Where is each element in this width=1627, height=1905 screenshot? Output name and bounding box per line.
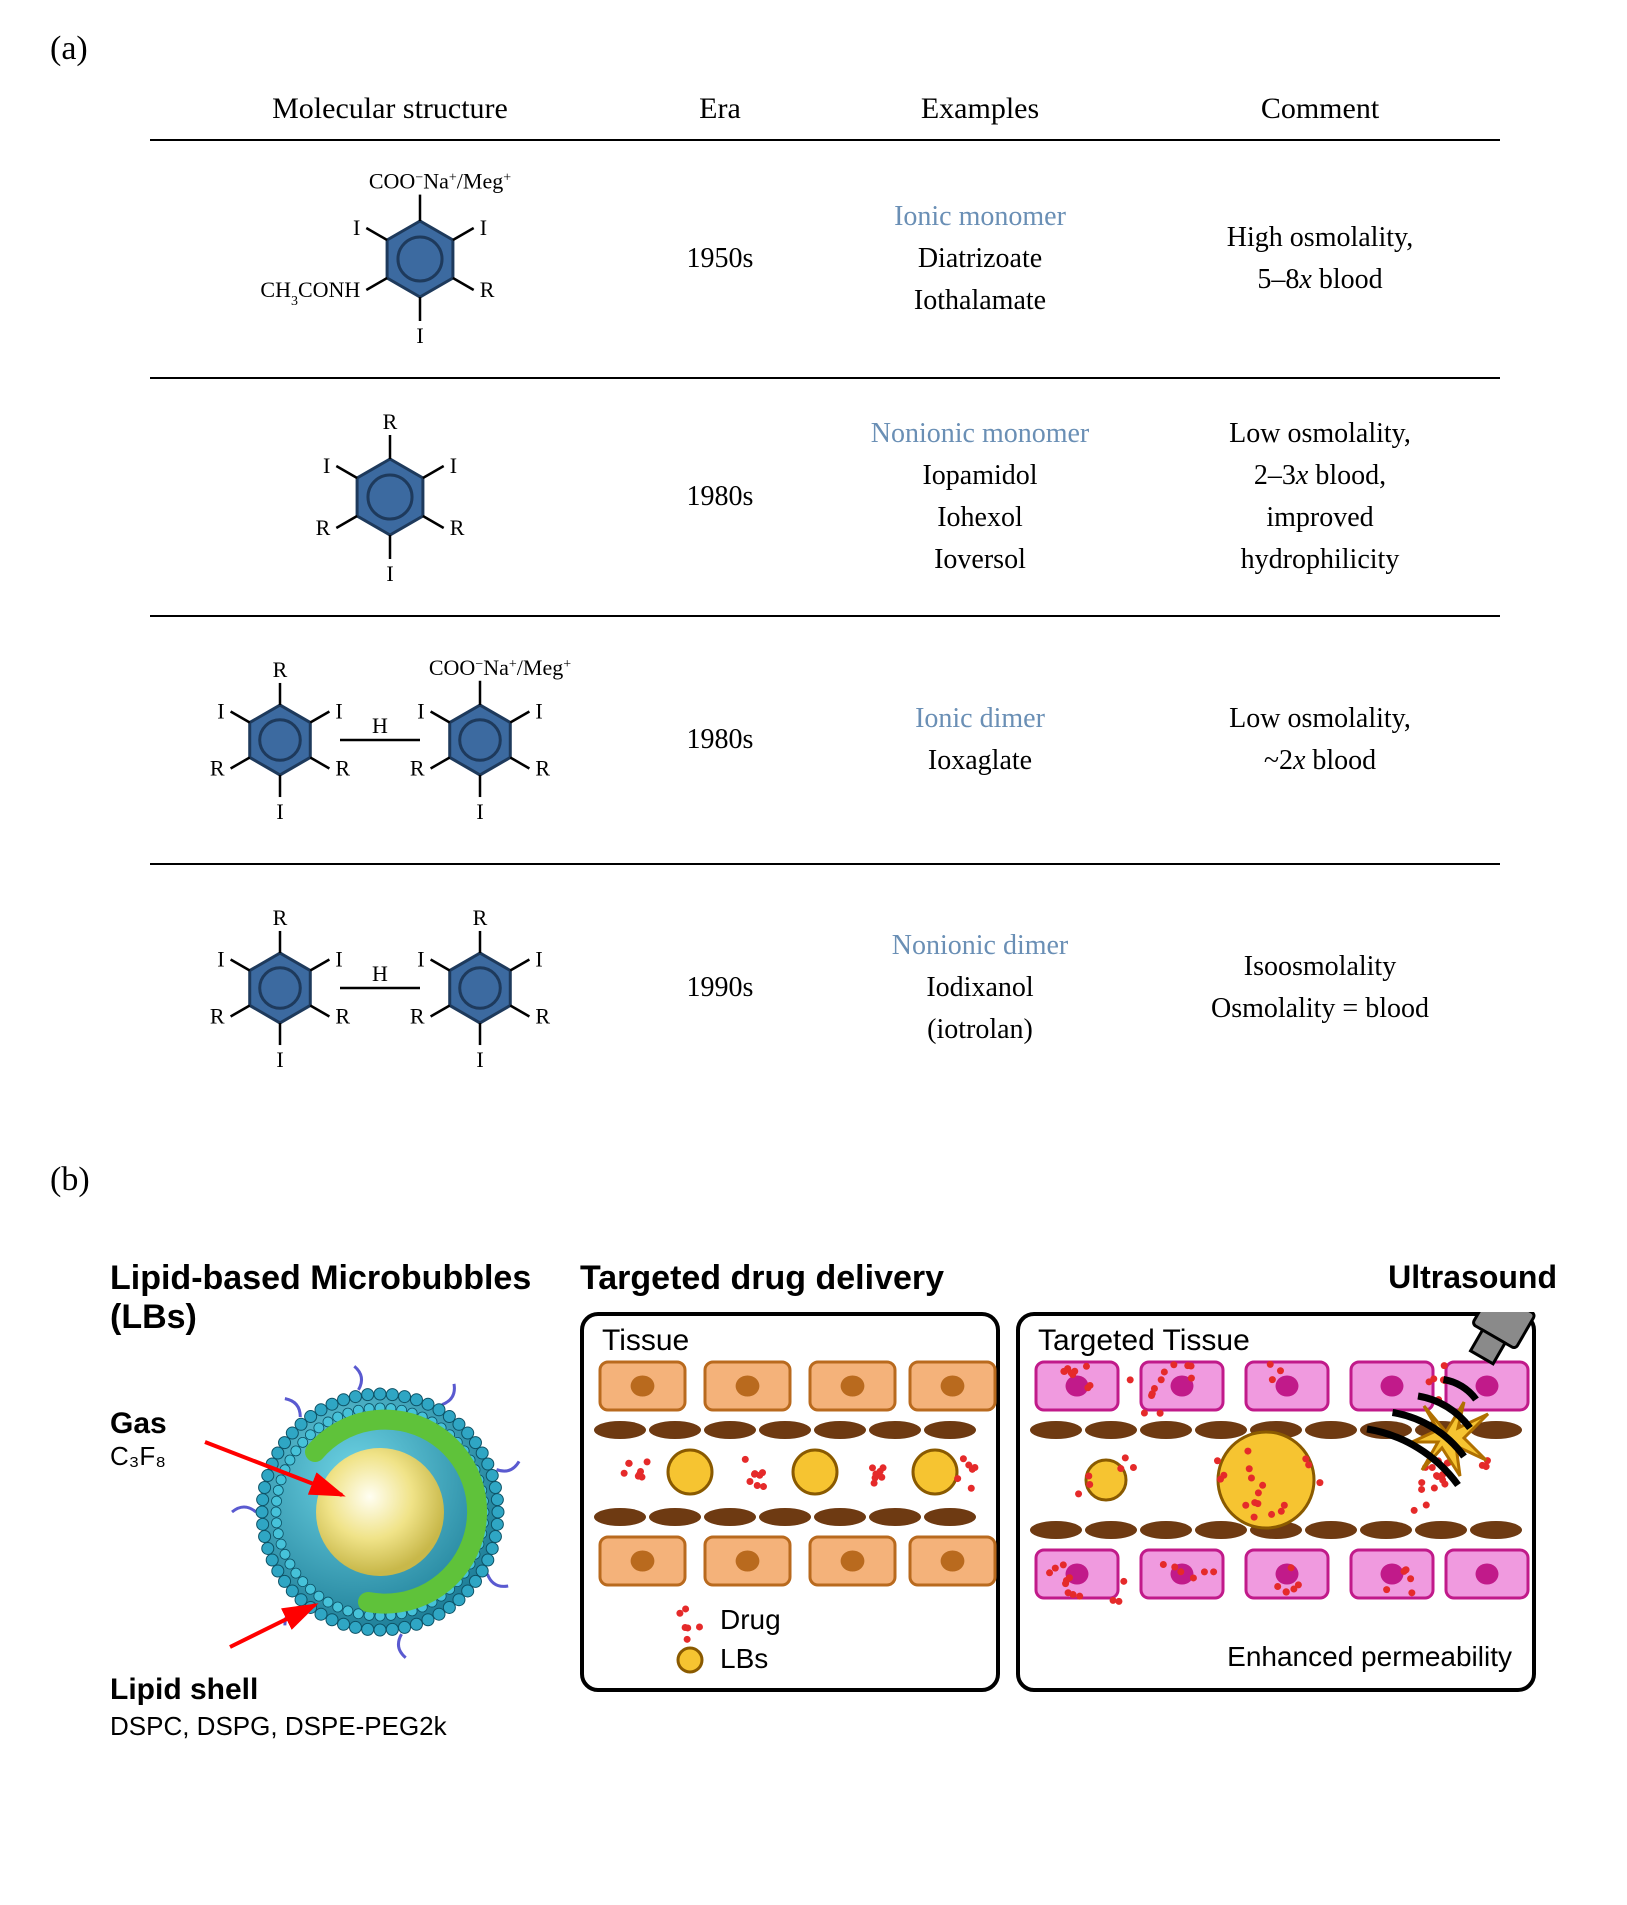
svg-text:I: I bbox=[323, 453, 330, 478]
svg-text:I: I bbox=[476, 799, 483, 824]
example-name: Ioxaglate bbox=[810, 740, 1150, 782]
comment-line: improved bbox=[1150, 497, 1490, 539]
era-cell: 1980s bbox=[630, 481, 810, 513]
table-row: R I R I R I 1980s Nonionic monomerIopami… bbox=[150, 379, 1500, 617]
comment-line: Low osmolality, bbox=[1150, 413, 1490, 455]
svg-text:R: R bbox=[335, 1004, 350, 1029]
svg-text:I: I bbox=[276, 1047, 283, 1072]
svg-text:I: I bbox=[476, 1047, 483, 1072]
category-label: Nonionic dimer bbox=[810, 925, 1150, 967]
svg-text:LBs: LBs bbox=[720, 1643, 768, 1674]
category-label: Ionic dimer bbox=[810, 698, 1150, 740]
example-name: Iodixanol bbox=[810, 967, 1150, 1009]
svg-text:I: I bbox=[417, 698, 424, 723]
svg-text:R: R bbox=[535, 756, 550, 781]
svg-text:R: R bbox=[210, 1004, 225, 1029]
microbubble-diagram bbox=[110, 1347, 540, 1687]
th-era: Era bbox=[630, 92, 810, 126]
svg-text:R: R bbox=[535, 1004, 550, 1029]
lbs-title: Lipid-based Microbubbles (LBs) bbox=[110, 1259, 540, 1337]
contrast-agent-table: Molecular structure Era Examples Comment… bbox=[150, 78, 1500, 1111]
era-cell: 1950s bbox=[630, 243, 810, 275]
lbs-block: Lipid-based Microbubbles (LBs) Gas C₃F₈ … bbox=[110, 1259, 540, 1742]
comment-line: High osmolality, bbox=[1150, 217, 1490, 259]
svg-text:R: R bbox=[273, 905, 288, 930]
svg-text:R: R bbox=[410, 1004, 425, 1029]
category-label: Nonionic monomer bbox=[810, 413, 1150, 455]
era-cell: 1980s bbox=[630, 724, 810, 756]
panel-a-label: (a) bbox=[50, 30, 1577, 68]
comment-line: hydrophilicity bbox=[1150, 539, 1490, 581]
shell-components: DSPC, DSPG, DSPE-PEG2k bbox=[110, 1711, 540, 1742]
svg-text:I: I bbox=[416, 323, 423, 348]
svg-text:R: R bbox=[316, 515, 331, 540]
comment-line: Osmolality = blood bbox=[1150, 988, 1490, 1030]
svg-text:Enhanced permeability: Enhanced permeability bbox=[1227, 1641, 1512, 1672]
shell-arrow bbox=[230, 1605, 315, 1647]
svg-text:I: I bbox=[335, 946, 342, 971]
table-row: R I R I R I COO−Na+/Meg+ I R I R I bbox=[150, 617, 1500, 865]
example-name: Diatrizoate bbox=[810, 238, 1150, 280]
svg-text:I: I bbox=[535, 946, 542, 971]
svg-text:R: R bbox=[450, 515, 465, 540]
comment-line: Low osmolality, bbox=[1150, 698, 1490, 740]
svg-text:I: I bbox=[217, 698, 224, 723]
svg-text:I: I bbox=[353, 215, 360, 240]
svg-text:I: I bbox=[386, 561, 393, 586]
example-name: Ioversol bbox=[810, 539, 1150, 581]
svg-text:H: H bbox=[372, 713, 388, 738]
svg-text:H: H bbox=[372, 961, 388, 986]
structure-dimer: R I R I R I R I R I R I H bbox=[155, 883, 625, 1093]
svg-text:COO−Na+/Meg+: COO−Na+/Meg+ bbox=[369, 169, 511, 194]
svg-text:Targeted Tissue: Targeted Tissue bbox=[1038, 1324, 1250, 1357]
panel-b-container: Lipid-based Microbubbles (LBs) Gas C₃F₈ … bbox=[110, 1259, 1577, 1742]
table-header: Molecular structure Era Examples Comment bbox=[150, 78, 1500, 141]
th-comment: Comment bbox=[1150, 86, 1490, 131]
structure-dimer: R I R I R I COO−Na+/Meg+ I R I R I bbox=[155, 635, 625, 845]
svg-text:R: R bbox=[473, 905, 488, 930]
svg-text:I: I bbox=[335, 698, 342, 723]
svg-text:Tissue: Tissue bbox=[602, 1324, 689, 1357]
th-examples: Examples bbox=[810, 86, 1150, 131]
tissue-panel: Tissue Drug LBs bbox=[580, 1312, 1000, 1692]
svg-text:CH3CONH: CH3CONH bbox=[260, 277, 360, 309]
comment-line: Isoosmolality bbox=[1150, 946, 1490, 988]
svg-text:I: I bbox=[480, 215, 487, 240]
example-name: Iothalamate bbox=[810, 280, 1150, 322]
svg-text:R: R bbox=[383, 409, 398, 434]
example-name: Iohexol bbox=[810, 497, 1150, 539]
table-row: R I R I R I R I R I R I H bbox=[150, 865, 1500, 1111]
ultrasound-label: Ultrasound bbox=[1388, 1259, 1557, 1296]
example-name: (iotrolan) bbox=[810, 1009, 1150, 1051]
panel-b-label: (b) bbox=[50, 1161, 1577, 1199]
svg-text:I: I bbox=[217, 946, 224, 971]
svg-text:R: R bbox=[210, 756, 225, 781]
era-cell: 1990s bbox=[630, 972, 810, 1004]
category-label: Ionic monomer bbox=[810, 196, 1150, 238]
structure-monomer: R I R I R I bbox=[170, 397, 610, 597]
th-structure: Molecular structure bbox=[150, 92, 630, 126]
delivery-title: Targeted drug delivery bbox=[580, 1259, 944, 1298]
structure-monomer: COO−Na+/Meg+ I CH3CONH I R I bbox=[170, 159, 610, 359]
svg-text:Drug: Drug bbox=[720, 1604, 781, 1635]
targeted-tissue-panel: Targeted Tissue Enhanced permeability bbox=[1016, 1312, 1536, 1692]
comment-line: 5–8x blood bbox=[1150, 259, 1490, 301]
delivery-block: Targeted drug delivery Ultrasound Tissue… bbox=[580, 1259, 1577, 1697]
svg-text:R: R bbox=[480, 277, 495, 302]
example-name: Iopamidol bbox=[810, 455, 1150, 497]
svg-text:I: I bbox=[535, 698, 542, 723]
svg-text:COO−Na+/Meg+: COO−Na+/Meg+ bbox=[429, 655, 571, 680]
svg-text:R: R bbox=[273, 657, 288, 682]
svg-text:R: R bbox=[335, 756, 350, 781]
svg-text:I: I bbox=[276, 799, 283, 824]
svg-text:I: I bbox=[417, 946, 424, 971]
table-row: COO−Na+/Meg+ I CH3CONH I R I 1950s Ionic… bbox=[150, 141, 1500, 379]
comment-line: 2–3x blood, bbox=[1150, 455, 1490, 497]
comment-line: ~2x blood bbox=[1150, 740, 1490, 782]
svg-text:I: I bbox=[450, 453, 457, 478]
svg-text:R: R bbox=[410, 756, 425, 781]
